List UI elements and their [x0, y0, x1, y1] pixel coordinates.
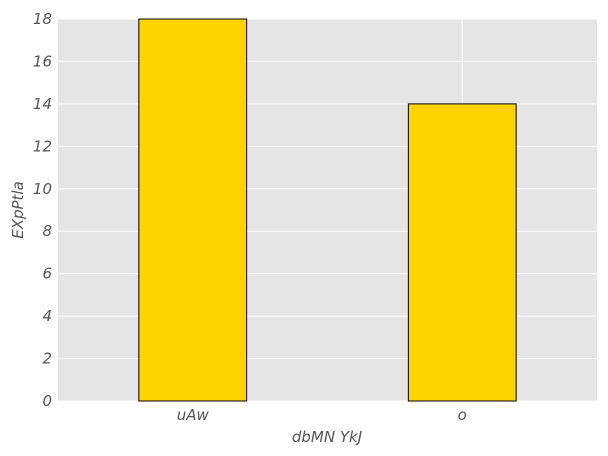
y-tick-label: 8 [42, 222, 52, 240]
y-tick-label: 2 [42, 350, 52, 368]
y-tick-label: 16 [33, 52, 52, 70]
bar-o [407, 103, 517, 402]
y-tick-label: 12 [33, 137, 52, 155]
bars [138, 18, 517, 402]
y-tick-label: 4 [42, 307, 52, 325]
x-axis-label: dbMN YkJ [292, 428, 362, 446]
bar-uAw [138, 18, 248, 402]
y-tick-label: 10 [33, 180, 52, 198]
y-tick-label: 18 [33, 10, 52, 28]
y-tick-label: 0 [42, 392, 52, 410]
y-tick-label: 14 [33, 95, 52, 113]
y-axis-label: EXpPtla [9, 181, 27, 239]
x-tick-label: o [458, 406, 467, 424]
x-tick-labels: uAw o [177, 406, 467, 424]
y-tick-label: 6 [42, 265, 52, 283]
x-tick-label: uAw [177, 406, 210, 424]
y-tick-labels: 0 2 4 6 8 10 12 14 16 18 [33, 10, 52, 410]
